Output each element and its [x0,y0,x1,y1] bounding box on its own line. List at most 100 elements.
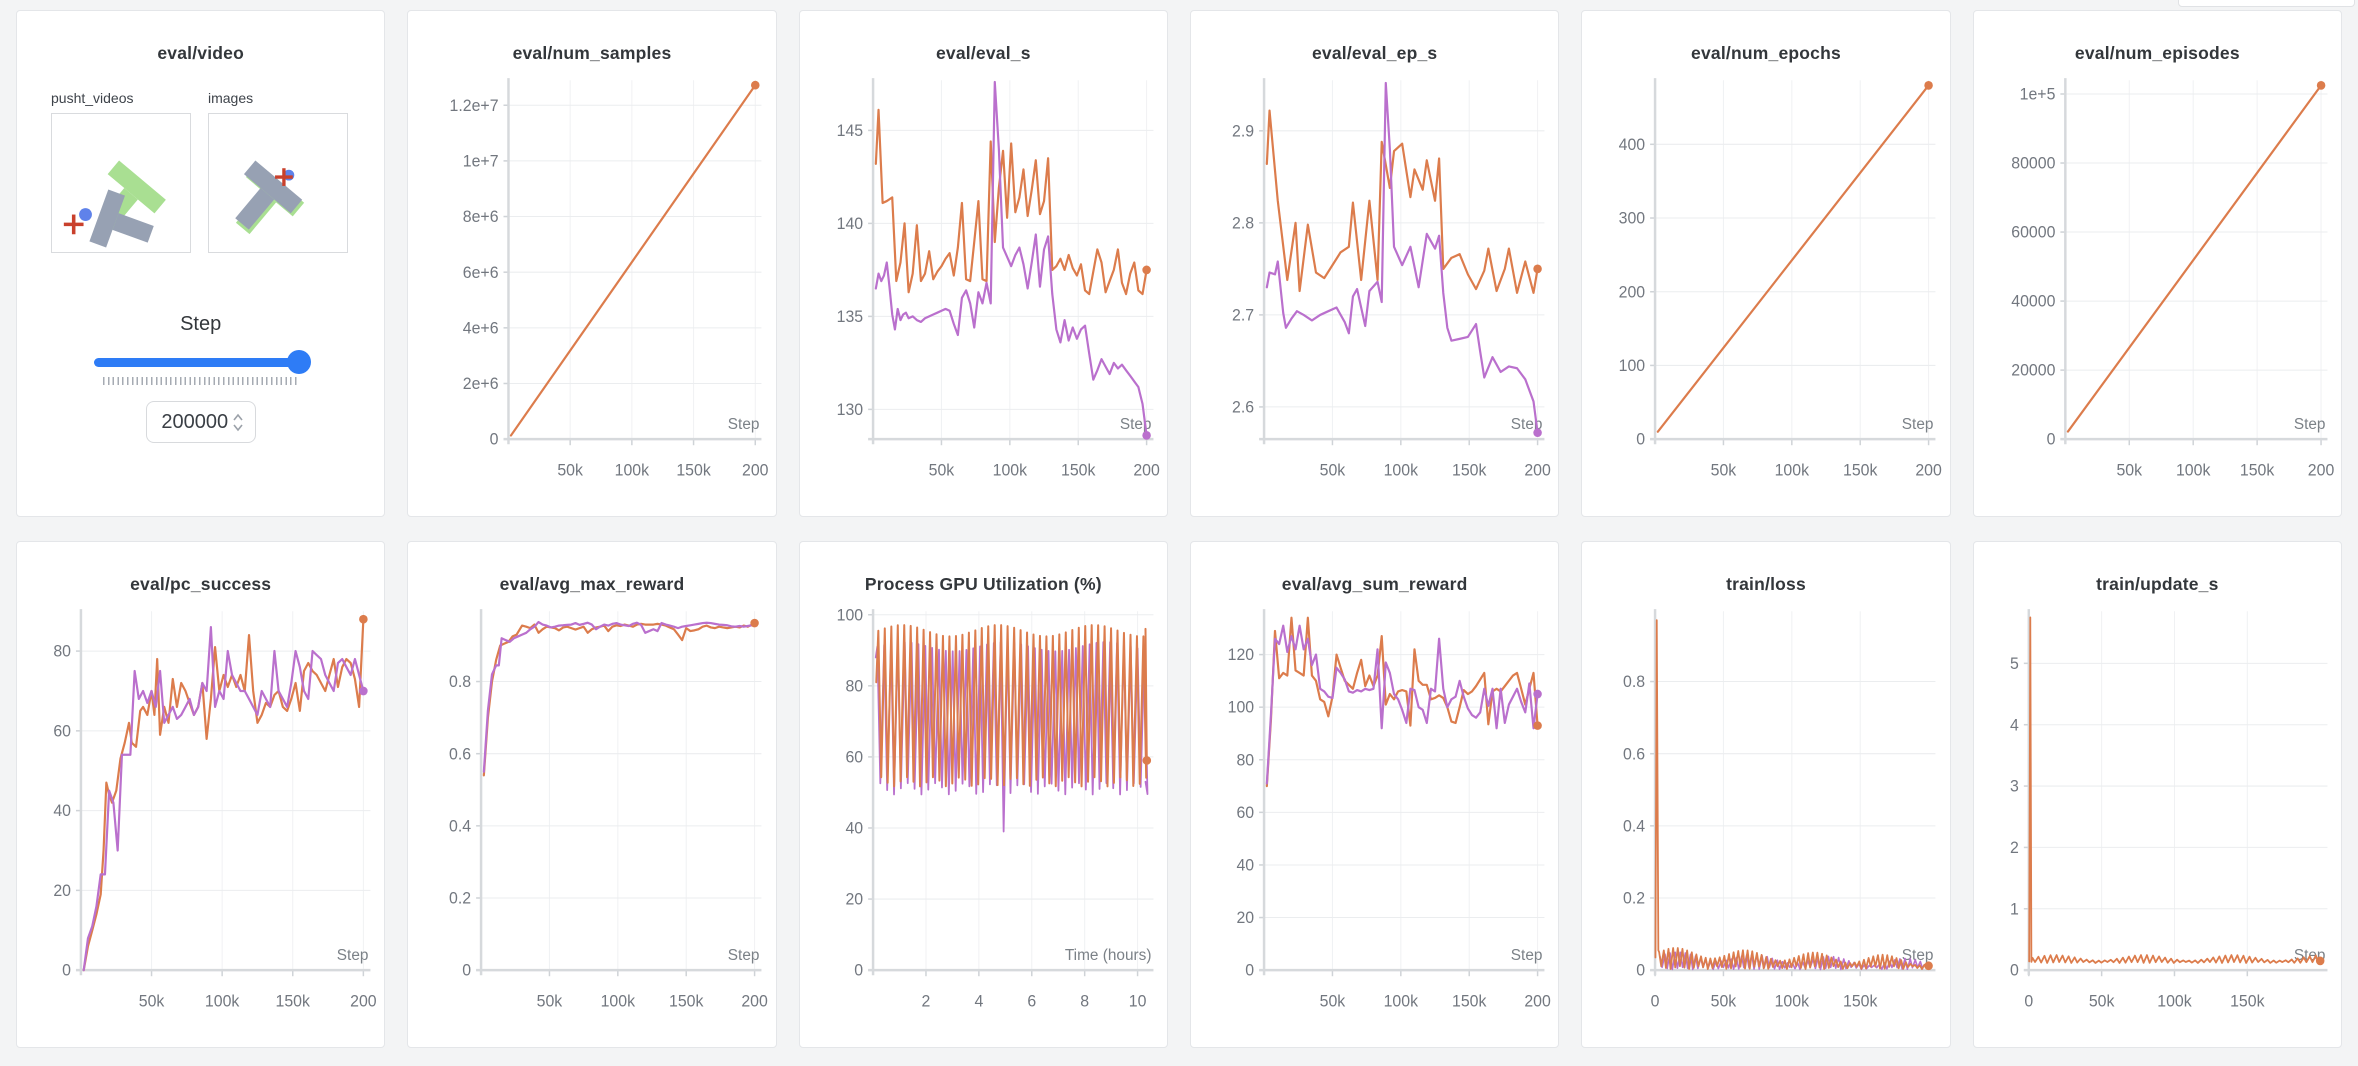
panel-title: eval/avg_max_reward [499,574,685,594]
svg-text:2: 2 [921,992,930,1010]
svg-text:4: 4 [974,992,983,1010]
svg-text:50k: 50k [139,992,166,1010]
svg-text:Step: Step [1511,416,1543,433]
svg-text:40000: 40000 [2011,293,2055,311]
chart-num-samples-canvas[interactable]: 50k 100k 150k 200 0 2e+6 4e+6 6e+6 8e+6 1e+7 1.2e+… [408,66,775,502]
svg-text:150k: 150k [1452,992,1487,1010]
svg-text:20000: 20000 [2011,362,2055,380]
svg-text:150k: 150k [2230,992,2265,1010]
svg-text:0.6: 0.6 [1623,745,1645,763]
step-slider-label: Step [180,313,222,335]
chart-eval-ep-s-canvas[interactable]: 50k 100k 150k 200 2.6 2.7 2.8 2.9 Step [1191,66,1558,502]
panel-train-loss: train/loss 0 50k 100k 150k 0 0.2 0.4 0.6 0.8 Step [1581,541,1951,1048]
svg-text:Step: Step [728,947,760,964]
svg-text:0.8: 0.8 [449,673,471,691]
svg-text:8: 8 [1080,992,1089,1010]
slider-tick-ruler [102,377,299,385]
svg-text:Step: Step [1511,947,1543,964]
svg-text:200: 200 [1524,461,1551,479]
svg-text:4: 4 [2010,716,2019,734]
step-value-stepper[interactable] [145,401,256,443]
step-slider[interactable] [93,350,311,374]
svg-text:300: 300 [1619,209,1646,227]
svg-text:20: 20 [53,882,71,900]
step-value-input[interactable] [158,410,229,434]
svg-text:150k: 150k [1452,461,1487,479]
images-thumbnail[interactable] [208,113,348,253]
panel-title: eval/eval_s [936,43,1031,63]
svg-text:3: 3 [2010,777,2019,795]
svg-text:150k: 150k [677,461,712,479]
step-slider-block: Step [17,313,384,443]
stepper-spinner[interactable] [233,413,243,432]
svg-text:60: 60 [1236,804,1254,822]
media-item-pusht-videos: pusht_videos [51,90,191,253]
svg-text:0: 0 [463,962,472,980]
panel-title: train/update_s [2096,574,2219,594]
panel-eval-video: eval/video pusht_videos [16,10,386,517]
svg-text:100k: 100k [1384,461,1419,479]
pusht-video-thumbnail[interactable] [51,113,191,253]
svg-text:145: 145 [836,122,863,140]
chart-num-epochs-canvas[interactable]: 50k 100k 150k 200 0 100 200 300 400 Step [1582,66,1949,502]
chart-avg-sum-reward-canvas[interactable]: 50k 100k 150k 200 0 20 40 60 80 100 120 Step [1191,597,1558,1033]
svg-text:Step: Step [2293,416,2325,433]
svg-text:0: 0 [2024,992,2033,1010]
svg-text:1e+7: 1e+7 [463,152,499,170]
svg-text:200: 200 [350,992,377,1010]
svg-text:100k: 100k [601,992,636,1010]
panel-title: eval/num_samples [512,43,672,63]
panel-eval-num-episodes: eval/num_episodes 50k 100k 150k 200 0 20000 40… [1972,10,2342,517]
slider-handle[interactable] [286,350,311,374]
svg-text:50k: 50k [1711,992,1738,1010]
svg-text:1: 1 [2010,900,2019,918]
svg-text:100k: 100k [1775,992,1810,1010]
svg-text:100k: 100k [1384,992,1419,1010]
svg-text:8e+6: 8e+6 [463,208,499,226]
panel-eval-pc-success: eval/pc_success 50k 100k 150k 200 0 20 40 60 80 S… [16,541,386,1048]
slider-track[interactable] [93,358,308,367]
panel-title: eval/eval_ep_s [1311,43,1438,63]
svg-text:200: 200 [1916,461,1943,479]
chart-num-episodes-canvas[interactable]: 50k 100k 150k 200 0 20000 40000 60000 80000 1e+5 S… [1974,66,2341,502]
svg-text:0: 0 [854,962,863,980]
svg-text:80: 80 [845,677,863,695]
svg-text:50k: 50k [558,461,585,479]
svg-text:150k: 150k [1843,461,1878,479]
svg-text:100: 100 [1228,699,1255,717]
svg-text:200: 200 [1524,992,1551,1010]
svg-text:2e+6: 2e+6 [463,375,499,393]
media-row: pusht_videos [17,64,384,253]
chevron-up-icon[interactable] [233,413,243,422]
panel-title: eval/pc_success [130,574,272,594]
svg-text:150k: 150k [1843,992,1878,1010]
goal-cross [275,168,293,186]
clipped-panel-edge [2178,0,2355,7]
svg-text:0: 0 [2010,962,2019,980]
svg-text:200: 200 [1133,461,1160,479]
svg-text:140: 140 [836,215,863,233]
chart-avg-max-reward-canvas[interactable]: 50k 100k 150k 200 0 0.2 0.4 0.6 0.8 Step [408,597,775,1033]
svg-text:50k: 50k [2088,992,2115,1010]
svg-text:0: 0 [1637,431,1646,449]
svg-text:50k: 50k [1320,992,1347,1010]
svg-text:2.9: 2.9 [1232,122,1254,140]
svg-text:10: 10 [1128,992,1146,1010]
svg-text:Time (hours): Time (hours) [1064,947,1151,964]
pusht-scene-render [63,160,166,248]
svg-text:20: 20 [845,890,863,908]
svg-text:150k: 150k [276,992,311,1010]
chevron-down-icon[interactable] [233,423,243,432]
chart-pc-success-canvas[interactable]: 50k 100k 150k 200 0 20 40 60 80 Step [17,597,384,1033]
panel-train-update-s: train/update_s 0 50k 100k 150k 0 1 2 3 4 5 Step [1972,541,2342,1048]
svg-text:200: 200 [1619,283,1646,301]
svg-text:100k: 100k [2157,992,2192,1010]
svg-text:0.2: 0.2 [1623,889,1645,907]
agent-dot [79,208,92,221]
pusht-scene-render [235,160,305,235]
